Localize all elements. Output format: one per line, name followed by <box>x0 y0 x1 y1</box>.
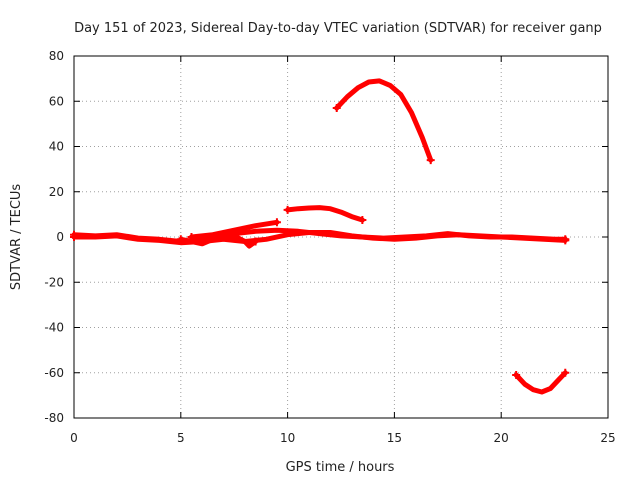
series-point-marker <box>512 371 521 380</box>
series-point-marker <box>426 156 435 165</box>
x-tick-label: 25 <box>600 431 615 445</box>
chart-title: Day 151 of 2023, Sidereal Day-to-day VTE… <box>74 21 602 36</box>
series-point-marker <box>561 236 570 245</box>
y-tick-label: -20 <box>44 275 64 289</box>
series-point-marker <box>358 216 367 225</box>
series-point-marker <box>70 233 78 241</box>
y-tick-label: -80 <box>44 411 64 425</box>
y-tick-label: -40 <box>44 321 64 335</box>
series-point-marker <box>332 104 341 113</box>
series-point-marker <box>561 368 570 377</box>
y-tick-label: 20 <box>49 185 64 199</box>
series-point-marker <box>176 235 185 244</box>
x-tick-label: 0 <box>70 431 78 445</box>
y-tick-label: 0 <box>56 230 64 244</box>
y-tick-label: 60 <box>49 94 64 108</box>
y-tick-label: 40 <box>49 140 64 154</box>
x-tick-label: 15 <box>387 431 402 445</box>
series-baseline-b <box>71 230 568 246</box>
series-point-marker <box>187 233 196 241</box>
series-point-marker <box>283 205 292 214</box>
x-axis-label: GPS time / hours <box>286 460 395 475</box>
series-rise-segment <box>189 219 280 240</box>
series-wave-dip <box>178 233 259 249</box>
axis-ticks: 0 5 10 15 20 25 -80 -60 -40 -20 0 20 40 60 80 <box>44 49 615 445</box>
series-group <box>70 78 570 395</box>
x-tick-label: 20 <box>494 431 509 445</box>
y-axis-label: SDTVAR / TECUs <box>9 184 24 291</box>
series-arc-high <box>334 78 434 163</box>
series-bump <box>285 205 365 223</box>
series-point-marker <box>272 218 281 227</box>
x-tick-label: 5 <box>177 431 185 445</box>
series-arc-low <box>513 370 568 395</box>
y-tick-label: -60 <box>44 366 64 380</box>
series-point-marker <box>251 237 260 246</box>
x-tick-label: 10 <box>280 431 295 445</box>
y-tick-label: 80 <box>49 49 64 63</box>
